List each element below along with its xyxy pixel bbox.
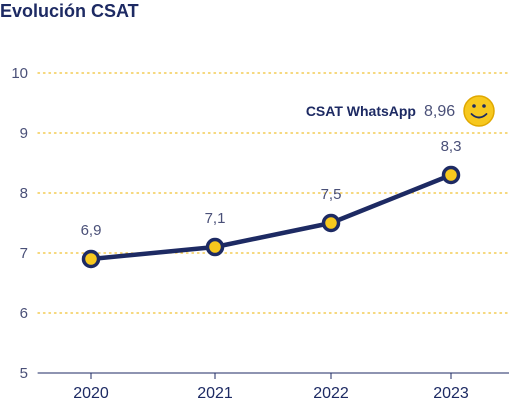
series-csat [81, 165, 461, 269]
data-label: 7,5 [321, 186, 342, 203]
annotation-csat-whatsapp: CSAT WhatsApp 8,96 [306, 95, 495, 127]
smiley-face-icon [463, 95, 495, 127]
x-axis: 2020 2021 2022 2023 [73, 373, 469, 401]
chart-title: Evolución CSAT [0, 1, 139, 21]
y-tick-label: 10 [11, 65, 28, 82]
annotation-label: CSAT WhatsApp [306, 103, 416, 119]
x-tick-label: 2023 [433, 385, 469, 401]
y-axis-ticks: 5 6 7 8 9 10 [11, 65, 28, 382]
data-point [205, 237, 225, 257]
data-point [81, 249, 101, 269]
x-tick-label: 2020 [73, 385, 109, 401]
grid-lines [37, 72, 509, 374]
x-tick-label: 2021 [197, 385, 233, 401]
data-label: 6,9 [81, 222, 102, 239]
annotation-value: 8,96 [424, 103, 455, 120]
x-tick-label: 2022 [313, 385, 349, 401]
data-label: 8,3 [441, 138, 462, 155]
data-point [321, 213, 341, 233]
y-tick-label: 8 [20, 185, 28, 202]
y-tick-label: 5 [20, 365, 28, 382]
series-line [88, 172, 454, 262]
y-tick-label: 9 [20, 125, 28, 142]
y-tick-label: 7 [20, 245, 28, 262]
y-tick-label: 6 [20, 305, 28, 322]
data-labels: 6,9 7,1 7,5 8,3 [81, 138, 462, 239]
data-label: 7,1 [205, 210, 226, 227]
data-point [441, 165, 461, 185]
